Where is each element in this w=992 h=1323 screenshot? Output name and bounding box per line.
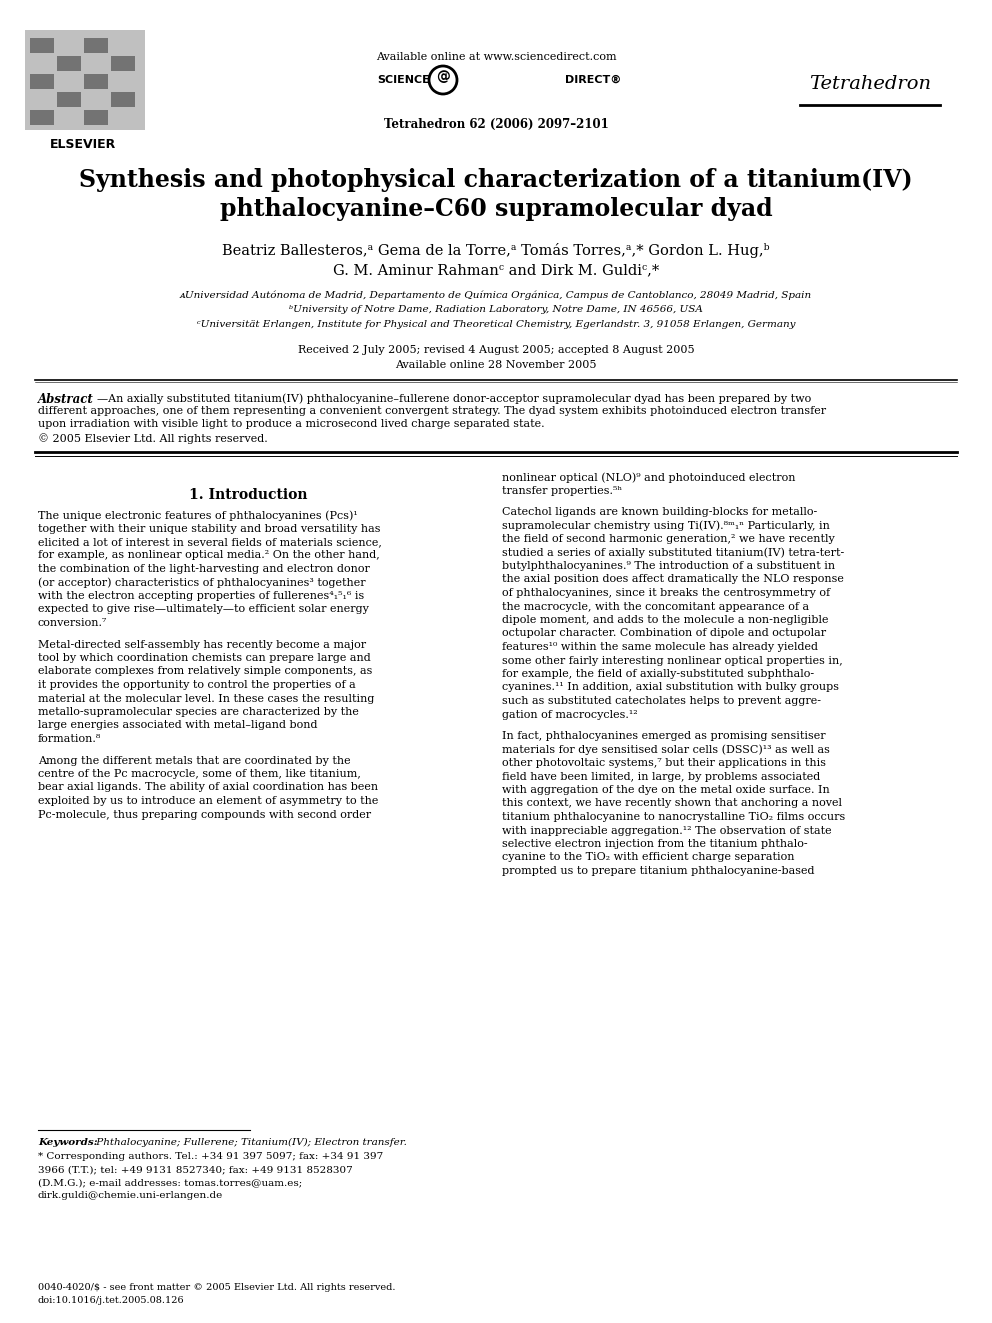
Text: cyanine to the TiO₂ with efficient charge separation: cyanine to the TiO₂ with efficient charg…: [502, 852, 795, 863]
Text: centre of the Pc macrocycle, some of them, like titanium,: centre of the Pc macrocycle, some of the…: [38, 769, 361, 779]
Text: Received 2 July 2005; revised 4 August 2005; accepted 8 August 2005: Received 2 July 2005; revised 4 August 2…: [298, 345, 694, 355]
Text: SCIENCE: SCIENCE: [377, 75, 430, 85]
Text: Available online at www.sciencedirect.com: Available online at www.sciencedirect.co…: [376, 52, 616, 62]
Text: gation of macrocycles.¹²: gation of macrocycles.¹²: [502, 709, 638, 720]
Text: * Corresponding authors. Tel.: +34 91 397 5097; fax: +34 91 397: * Corresponding authors. Tel.: +34 91 39…: [38, 1152, 383, 1162]
Text: Metal-directed self-assembly has recently become a major: Metal-directed self-assembly has recentl…: [38, 639, 366, 650]
Bar: [57, 56, 81, 71]
Text: ᶜUniversität Erlangen, Institute for Physical and Theoretical Chemistry, Egerlan: ᶜUniversität Erlangen, Institute for Phy…: [196, 320, 796, 329]
Bar: [30, 110, 54, 124]
Bar: [111, 93, 135, 107]
Text: Tetrahedron: Tetrahedron: [809, 75, 931, 93]
Text: doi:10.1016/j.tet.2005.08.126: doi:10.1016/j.tet.2005.08.126: [38, 1297, 185, 1304]
Text: exploited by us to introduce an element of asymmetry to the: exploited by us to introduce an element …: [38, 796, 378, 806]
Text: cyanines.¹¹ In addition, axial substitution with bulky groups: cyanines.¹¹ In addition, axial substitut…: [502, 683, 839, 692]
Text: butylphthalocyanines.⁹ The introduction of a substituent in: butylphthalocyanines.⁹ The introduction …: [502, 561, 835, 572]
Text: Abstract: Abstract: [38, 393, 94, 406]
Text: Tetrahedron 62 (2006) 2097–2101: Tetrahedron 62 (2006) 2097–2101: [384, 118, 608, 131]
Text: In fact, phthalocyanines emerged as promising sensitiser: In fact, phthalocyanines emerged as prom…: [502, 732, 825, 741]
Text: selective electron injection from the titanium phthalo-: selective electron injection from the ti…: [502, 839, 807, 849]
Text: transfer properties.⁵ʰ: transfer properties.⁵ʰ: [502, 486, 622, 496]
Text: field have been limited, in large, by problems associated: field have been limited, in large, by pr…: [502, 771, 820, 782]
Text: it provides the opportunity to control the properties of a: it provides the opportunity to control t…: [38, 680, 356, 691]
Text: material at the molecular level. In these cases the resulting: material at the molecular level. In thes…: [38, 693, 374, 704]
Text: Catechol ligands are known building-blocks for metallo-: Catechol ligands are known building-bloc…: [502, 507, 817, 517]
Text: Beatriz Ballesteros,ᵃ Gema de la Torre,ᵃ Tomás Torres,ᵃ,* Gordon L. Hug,ᵇ: Beatriz Ballesteros,ᵃ Gema de la Torre,ᵃ…: [222, 243, 770, 258]
Text: the combination of the light-harvesting and electron donor: the combination of the light-harvesting …: [38, 564, 370, 574]
Text: Among the different metals that are coordinated by the: Among the different metals that are coor…: [38, 755, 350, 766]
Text: tool by which coordination chemists can prepare large and: tool by which coordination chemists can …: [38, 654, 371, 663]
Text: octupolar character. Combination of dipole and octupolar: octupolar character. Combination of dipo…: [502, 628, 826, 639]
Text: bear axial ligands. The ability of axial coordination has been: bear axial ligands. The ability of axial…: [38, 782, 378, 792]
Text: the field of second harmonic generation,² we have recently: the field of second harmonic generation,…: [502, 534, 834, 544]
Text: metallo-supramolecular species are characterized by the: metallo-supramolecular species are chara…: [38, 706, 359, 717]
Text: studied a series of axially substituted titanium(IV) tetra-tert-: studied a series of axially substituted …: [502, 548, 844, 558]
Text: some other fairly interesting nonlinear optical properties in,: some other fairly interesting nonlinear …: [502, 655, 843, 665]
Bar: [84, 74, 108, 89]
Text: expected to give rise—ultimately—to efficient solar energy: expected to give rise—ultimately—to effi…: [38, 605, 369, 614]
Text: such as substituted catecholates helps to prevent aggre-: such as substituted catecholates helps t…: [502, 696, 821, 706]
Text: supramolecular chemistry using Ti(IV).⁸ᵐ₁ⁿ Particularly, in: supramolecular chemistry using Ti(IV).⁸ᵐ…: [502, 520, 830, 531]
Text: ELSEVIER: ELSEVIER: [50, 138, 116, 151]
Text: ᵇUniversity of Notre Dame, Radiation Laboratory, Notre Dame, IN 46566, USA: ᵇUniversity of Notre Dame, Radiation Lab…: [289, 306, 703, 314]
Text: 3966 (T.T.); tel: +49 9131 8527340; fax: +49 9131 8528307: 3966 (T.T.); tel: +49 9131 8527340; fax:…: [38, 1166, 353, 1174]
Text: different approaches, one of them representing a convenient convergent strategy.: different approaches, one of them repres…: [38, 406, 826, 415]
Text: nonlinear optical (NLO)⁹ and photoinduced electron: nonlinear optical (NLO)⁹ and photoinduce…: [502, 472, 796, 483]
Text: large energies associated with metal–ligand bond: large energies associated with metal–lig…: [38, 721, 317, 730]
Text: elaborate complexes from relatively simple components, as: elaborate complexes from relatively simp…: [38, 667, 372, 676]
Text: ᴀUniversidad Autónoma de Madrid, Departamento de Química Orgánica, Campus de Can: ᴀUniversidad Autónoma de Madrid, Departa…: [180, 290, 812, 299]
Bar: [111, 56, 135, 71]
Text: upon irradiation with visible light to produce a microsecond lived charge separa: upon irradiation with visible light to p…: [38, 419, 545, 429]
Text: features¹⁰ within the same molecule has already yielded: features¹⁰ within the same molecule has …: [502, 642, 818, 652]
Text: —An axially substituted titanium(IV) phthalocyanine–fullerene donor-acceptor sup: —An axially substituted titanium(IV) pht…: [97, 393, 811, 404]
Text: (or acceptor) characteristics of phthalocyanines³ together: (or acceptor) characteristics of phthalo…: [38, 578, 366, 587]
Text: © 2005 Elsevier Ltd. All rights reserved.: © 2005 Elsevier Ltd. All rights reserved…: [38, 433, 268, 443]
Bar: [30, 74, 54, 89]
Text: materials for dye sensitised solar cells (DSSC)¹³ as well as: materials for dye sensitised solar cells…: [502, 745, 830, 755]
Bar: [84, 110, 108, 124]
Text: other photovoltaic systems,⁷ but their applications in this: other photovoltaic systems,⁷ but their a…: [502, 758, 826, 767]
Text: phthalocyanine–C60 supramolecular dyad: phthalocyanine–C60 supramolecular dyad: [219, 197, 773, 221]
Bar: [84, 38, 108, 53]
Text: Synthesis and photophysical characterization of a titanium(IV): Synthesis and photophysical characteriza…: [79, 168, 913, 192]
Bar: [30, 38, 54, 53]
Text: elicited a lot of interest in several fields of materials science,: elicited a lot of interest in several fi…: [38, 537, 382, 546]
Text: of phthalocyanines, since it breaks the centrosymmetry of: of phthalocyanines, since it breaks the …: [502, 587, 830, 598]
Text: @: @: [436, 70, 450, 83]
Text: dirk.guldi@chemie.uni-erlangen.de: dirk.guldi@chemie.uni-erlangen.de: [38, 1191, 223, 1200]
Text: prompted us to prepare titanium phthalocyanine-based: prompted us to prepare titanium phthaloc…: [502, 867, 814, 876]
Text: together with their unique stability and broad versatility has: together with their unique stability and…: [38, 524, 381, 533]
Text: DIRECT®: DIRECT®: [565, 75, 621, 85]
Text: dipole moment, and adds to the molecule a non-negligible: dipole moment, and adds to the molecule …: [502, 615, 828, 624]
Text: Phthalocyanine; Fullerene; Titanium(IV); Electron transfer.: Phthalocyanine; Fullerene; Titanium(IV);…: [93, 1138, 407, 1147]
Text: formation.⁸: formation.⁸: [38, 734, 101, 744]
Text: the macrocycle, with the concomitant appearance of a: the macrocycle, with the concomitant app…: [502, 602, 809, 611]
Bar: [57, 93, 81, 107]
Bar: [25, 30, 145, 130]
Text: with aggregation of the dye on the metal oxide surface. In: with aggregation of the dye on the metal…: [502, 785, 829, 795]
Text: for example, the field of axially-substituted subphthalo-: for example, the field of axially-substi…: [502, 669, 814, 679]
Text: Pc-molecule, thus preparing compounds with second order: Pc-molecule, thus preparing compounds wi…: [38, 810, 371, 819]
Text: The unique electronic features of phthalocyanines (Pcs)¹: The unique electronic features of phthal…: [38, 509, 358, 520]
Text: titanium phthalocyanine to nanocrystalline TiO₂ films occurs: titanium phthalocyanine to nanocrystalli…: [502, 812, 845, 822]
Text: 1. Introduction: 1. Introduction: [188, 488, 308, 501]
Text: conversion.⁷: conversion.⁷: [38, 618, 107, 628]
Text: 0040-4020/$ - see front matter © 2005 Elsevier Ltd. All rights reserved.: 0040-4020/$ - see front matter © 2005 El…: [38, 1283, 396, 1293]
Text: Available online 28 November 2005: Available online 28 November 2005: [395, 360, 597, 370]
Text: this context, we have recently shown that anchoring a novel: this context, we have recently shown tha…: [502, 799, 842, 808]
Text: G. M. Aminur Rahmanᶜ and Dirk M. Guldiᶜ,*: G. M. Aminur Rahmanᶜ and Dirk M. Guldiᶜ,…: [333, 263, 659, 277]
Text: with inappreciable aggregation.¹² The observation of state: with inappreciable aggregation.¹² The ob…: [502, 826, 831, 836]
Text: (D.M.G.); e-mail addresses: tomas.torres@uam.es;: (D.M.G.); e-mail addresses: tomas.torres…: [38, 1177, 303, 1187]
Text: for example, as nonlinear optical media.² On the other hand,: for example, as nonlinear optical media.…: [38, 550, 380, 561]
Text: the axial position does affect dramatically the NLO response: the axial position does affect dramatica…: [502, 574, 844, 585]
Text: with the electron accepting properties of fullerenes⁴₁⁵₁⁶ is: with the electron accepting properties o…: [38, 591, 364, 601]
Text: Keywords:: Keywords:: [38, 1138, 97, 1147]
